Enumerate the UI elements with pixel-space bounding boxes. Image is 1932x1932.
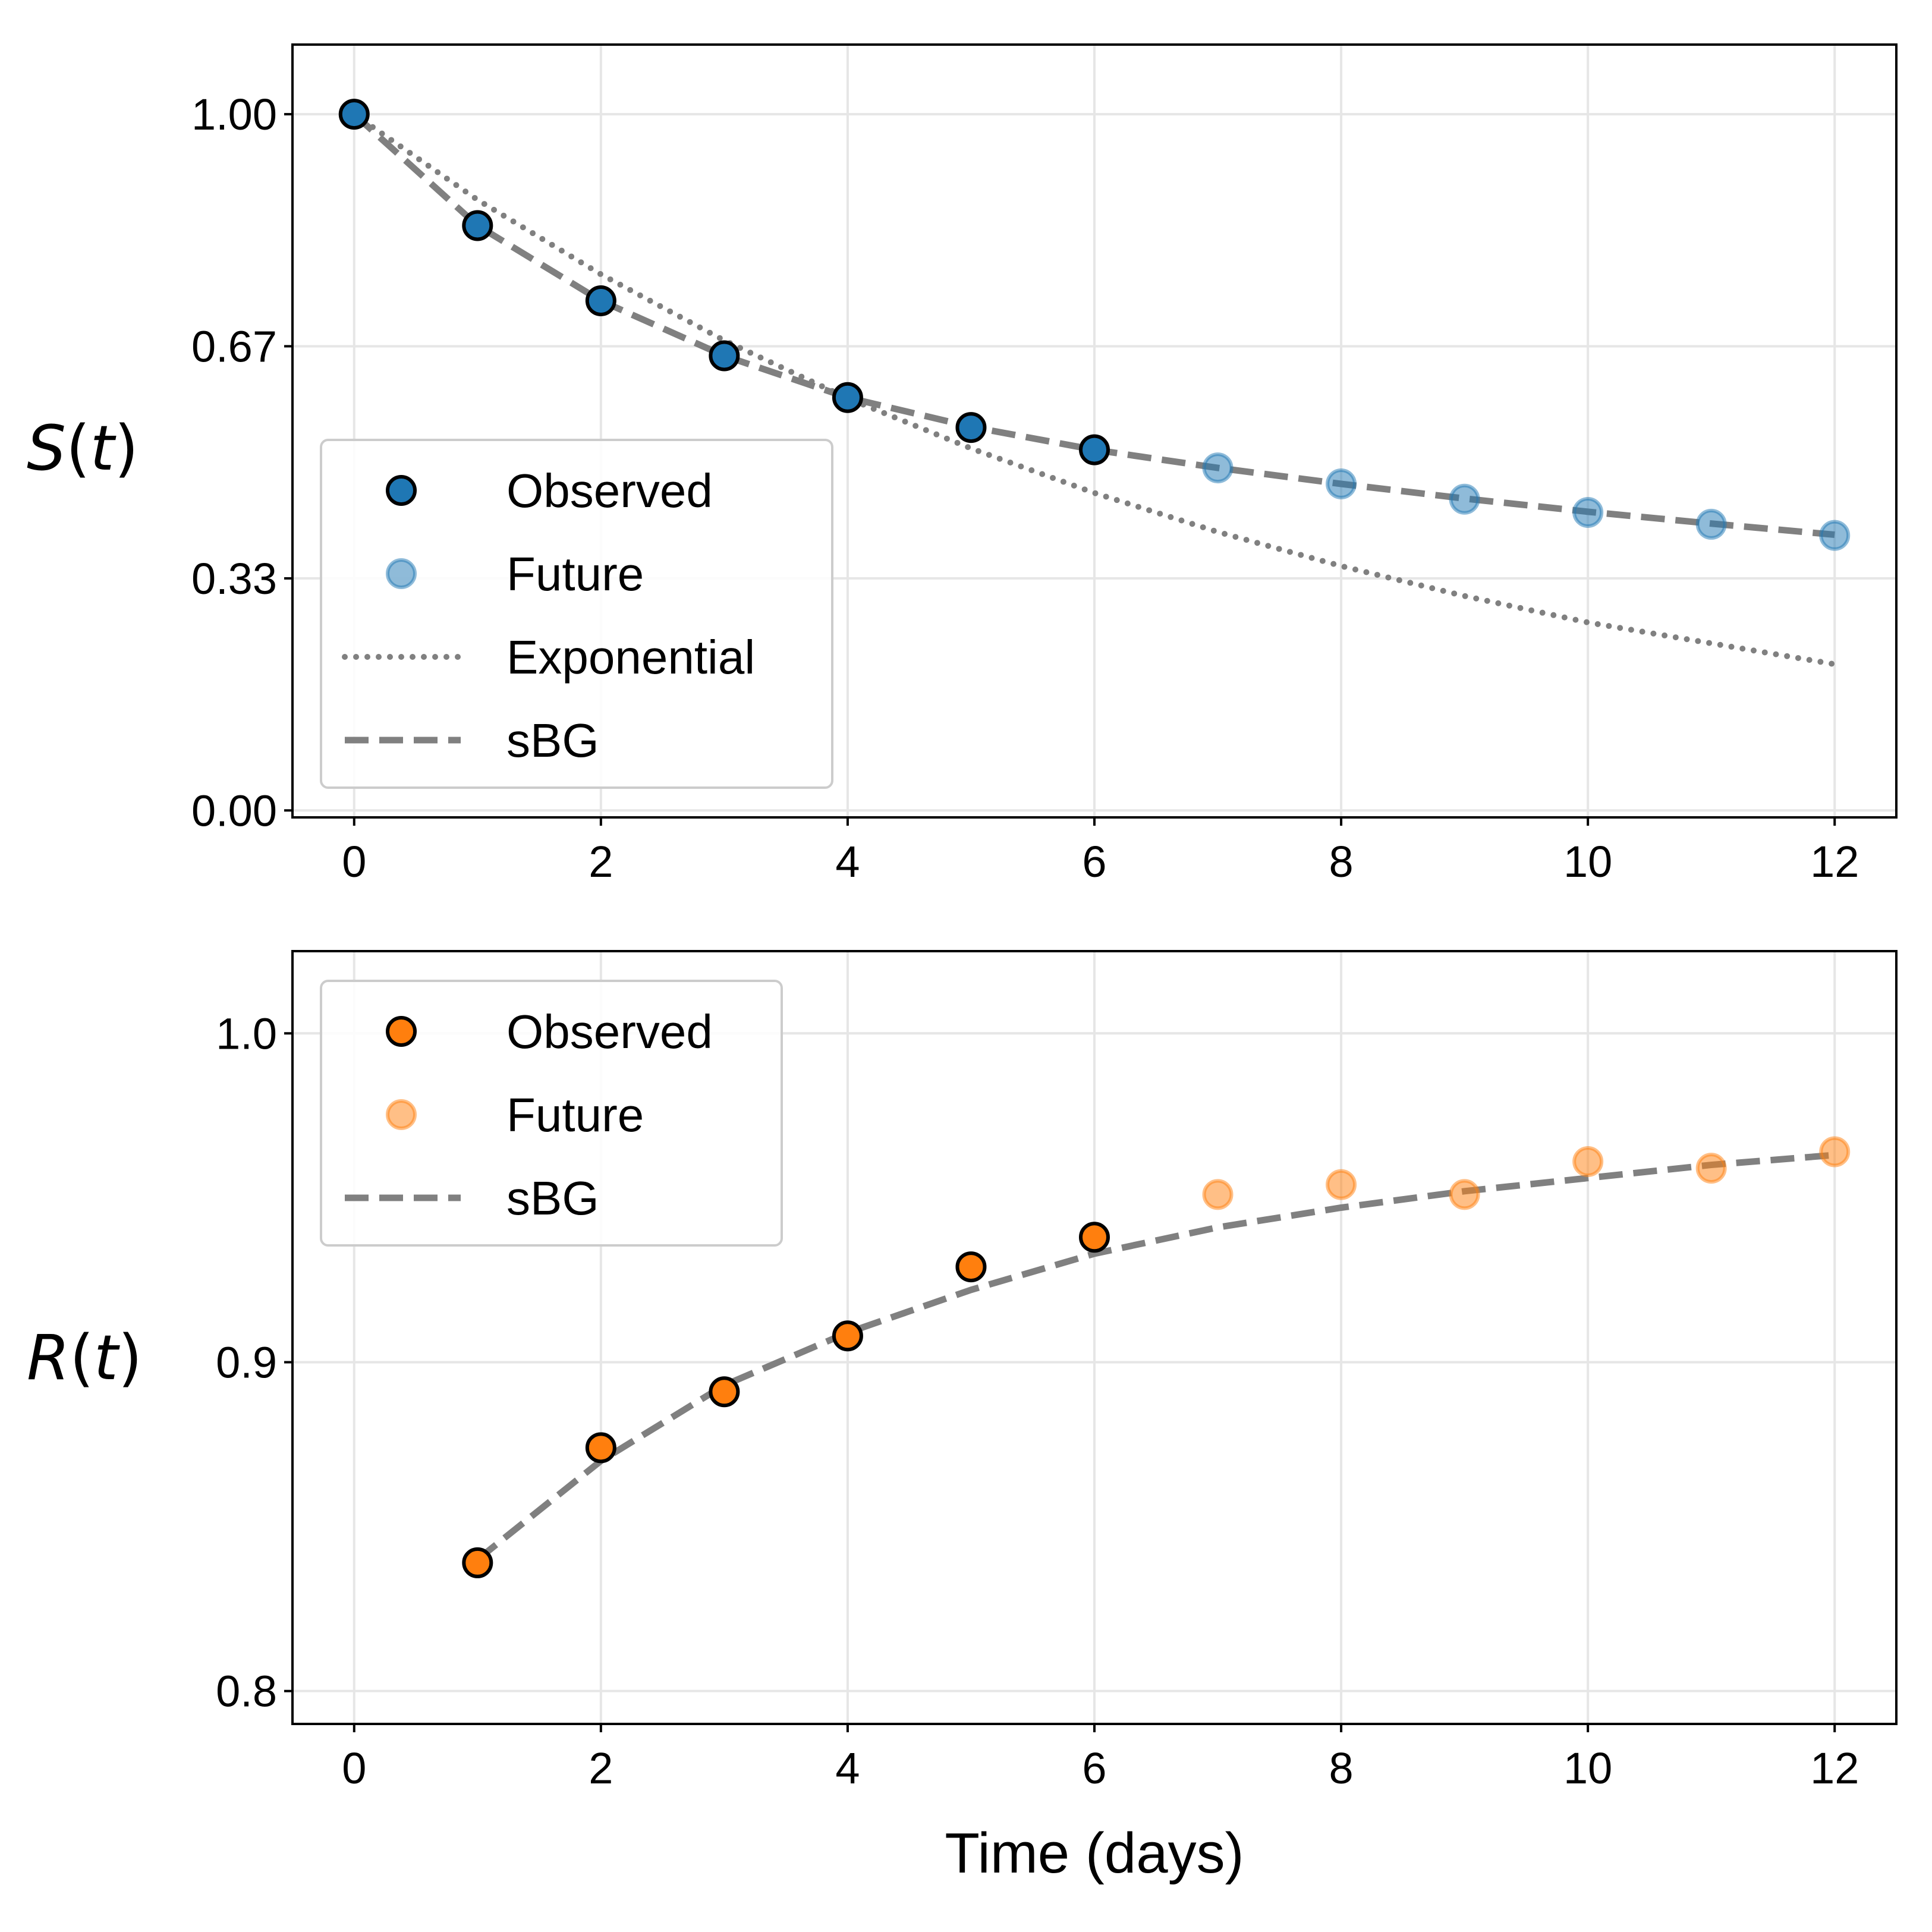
data-point-future (1326, 468, 1357, 500)
x-tick-label: 2 (589, 1744, 613, 1793)
y-axis: 0.00 0.33 0.67 1.00 (191, 90, 292, 835)
y-tick-label: 1.00 (191, 90, 277, 139)
legend-item: sBG (345, 1172, 599, 1225)
y-axis-label-paren-open: ( (66, 412, 90, 484)
data-point-observed (462, 1547, 493, 1578)
data-point-observed (1079, 434, 1110, 465)
series (338, 99, 1851, 668)
legend-marker-observed (386, 1016, 417, 1047)
y-axis-label-paren-close: ) (114, 412, 139, 484)
legend-label: sBG (506, 1172, 599, 1225)
y-axis-label-arg: t (90, 412, 117, 484)
y-tick-label: 0.8 (216, 1667, 277, 1716)
y-tick-label: 1.0 (216, 1009, 277, 1058)
data-point-observed (832, 382, 863, 413)
data-point-future (1695, 1153, 1727, 1184)
x-tick-label: 2 (589, 837, 613, 886)
series-line-exponential (351, 111, 1838, 668)
legend-label: Observed (506, 1005, 713, 1058)
y-axis-label-symbol: R (27, 1321, 70, 1394)
legend-label: sBG (506, 714, 599, 767)
legend-label: Future (506, 1088, 644, 1141)
data-point-future (1572, 1146, 1604, 1178)
data-point-future (1449, 1179, 1480, 1210)
y-tick-label: 0.67 (191, 322, 277, 371)
data-point-future (1202, 452, 1234, 484)
y-axis-label: R(t) (27, 1321, 142, 1394)
y-axis: 0.8 0.9 1.0 (216, 1009, 292, 1716)
x-axis: 0 2 4 6 8 10 12 (342, 1724, 1859, 1793)
series (462, 1136, 1851, 1578)
x-axis-label: Time (days) (945, 1821, 1244, 1885)
data-point-observed (709, 1376, 740, 1408)
legend-label: Exponential (506, 631, 755, 684)
y-axis-label-paren-open: ( (70, 1321, 94, 1394)
x-tick-label: 6 (1082, 1744, 1106, 1793)
data-point-future (1572, 497, 1604, 528)
data-point-observed (462, 210, 493, 241)
legend-item: Observed (386, 1005, 713, 1058)
data-point-observed (832, 1320, 863, 1352)
y-axis-label-arg: t (94, 1321, 120, 1394)
x-tick-label: 0 (342, 1744, 366, 1793)
data-point-observed (955, 412, 987, 443)
x-tick-label: 4 (835, 837, 860, 886)
survival-panel: 0 2 4 6 8 10 12 0.00 0.33 0.67 1.00 S(t) Observed Fut… (27, 43, 1898, 886)
series-line-sbg (475, 1151, 1835, 1562)
data-point-future (1202, 1179, 1234, 1210)
legend-box (320, 980, 783, 1247)
legend-label: Observed (506, 464, 713, 517)
data-point-future (1819, 520, 1851, 551)
legend-marker-observed (386, 475, 417, 506)
legend-item: Future (386, 547, 644, 600)
y-axis-label-paren-close: ) (118, 1321, 143, 1394)
legend: Observed Future Exponential sBG (320, 439, 833, 789)
y-axis-label: S(t) (27, 412, 139, 484)
y-tick-label: 0.9 (216, 1338, 277, 1387)
x-tick-label: 8 (1329, 1744, 1353, 1793)
legend-item: Exponential (342, 631, 755, 684)
legend-item: Observed (386, 464, 713, 517)
data-point-future (1326, 1169, 1357, 1200)
x-axis: 0 2 4 6 8 10 12 (342, 817, 1859, 886)
data-point-future (1695, 508, 1727, 540)
legend-marker-future (386, 558, 417, 589)
legend-item: Future (386, 1088, 644, 1141)
data-point-observed (709, 340, 740, 372)
x-tick-label: 8 (1329, 837, 1353, 886)
y-tick-label: 0.33 (191, 554, 277, 603)
x-tick-label: 12 (1810, 837, 1859, 886)
x-tick-label: 12 (1810, 1744, 1859, 1793)
x-tick-label: 4 (835, 1744, 860, 1793)
data-point-observed (585, 285, 616, 316)
data-point-observed (585, 1432, 616, 1464)
legend: Observed Future sBG (320, 980, 783, 1247)
retention-panel: 0 2 4 6 8 10 12 0.8 0.9 1.0 R(t) Time (days) Observe… (27, 950, 1898, 1885)
legend-box (320, 439, 833, 789)
data-point-future (1819, 1136, 1851, 1168)
data-point-observed (955, 1251, 987, 1283)
data-point-observed (338, 99, 370, 130)
x-tick-label: 10 (1563, 1744, 1612, 1793)
y-tick-label: 0.00 (191, 786, 277, 835)
x-tick-label: 6 (1082, 837, 1106, 886)
legend-item: sBG (345, 714, 599, 767)
data-point-observed (1079, 1222, 1110, 1253)
y-axis-label-symbol: S (27, 412, 66, 484)
x-tick-label: 0 (342, 837, 366, 886)
data-point-future (1449, 483, 1480, 515)
x-tick-label: 10 (1563, 837, 1612, 886)
legend-label: Future (506, 547, 644, 600)
legend-marker-future (386, 1099, 417, 1130)
